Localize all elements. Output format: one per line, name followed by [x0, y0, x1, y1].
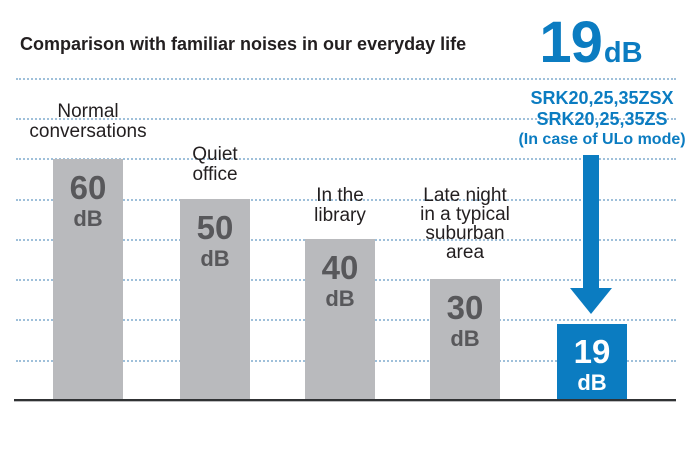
bar-unit: dB — [450, 326, 480, 351]
axis-baseline — [14, 399, 676, 401]
bar-normal-conversations: 60 dB — [53, 159, 123, 401]
headline-unit: dB — [603, 37, 643, 69]
arrow-shaft — [583, 155, 599, 289]
bar-unit: dB — [325, 286, 355, 311]
arrow-head — [570, 288, 612, 314]
bar-label-normal-conversations: Normal conversations — [29, 101, 147, 142]
model-names-block: SRK20,25,35ZSX SRK20,25,35ZS (In case of… — [482, 88, 700, 150]
bar-value: 60 — [69, 169, 107, 206]
bar-label-late-night: Late night in a typical suburban area — [420, 185, 510, 263]
page-title: Comparison with familiar noises in our e… — [20, 34, 467, 54]
bar-unit: dB — [200, 246, 230, 271]
bar-value: 50 — [196, 209, 234, 246]
model-names-line2: SRK20,25,35ZS — [536, 109, 668, 129]
bar-unit: dB — [73, 206, 103, 231]
bar-unit: dB — [577, 370, 607, 395]
bar-label-library: In the library — [314, 185, 366, 226]
bar-value: 30 — [446, 289, 484, 326]
gridline — [16, 78, 676, 80]
mode-note: (In case of ULo mode) — [518, 131, 686, 148]
gridline — [16, 158, 676, 160]
headline-value-group: 19 dB — [500, 14, 682, 72]
bar-label-quiet-office: Quiet office — [192, 144, 238, 185]
bar-late-night: 30 dB — [430, 279, 500, 401]
gridline — [16, 118, 676, 120]
bar-value: 40 — [321, 249, 359, 286]
headline-value: 19 — [539, 10, 603, 75]
bar-quiet-office: 50 dB — [180, 199, 250, 401]
model-names-line1: SRK20,25,35ZSX — [530, 88, 674, 108]
bar-product-19db: 19 dB — [557, 324, 627, 401]
gridline — [16, 199, 676, 201]
bar-library: 40 dB — [305, 239, 375, 401]
bar-value: 19 — [573, 333, 611, 370]
